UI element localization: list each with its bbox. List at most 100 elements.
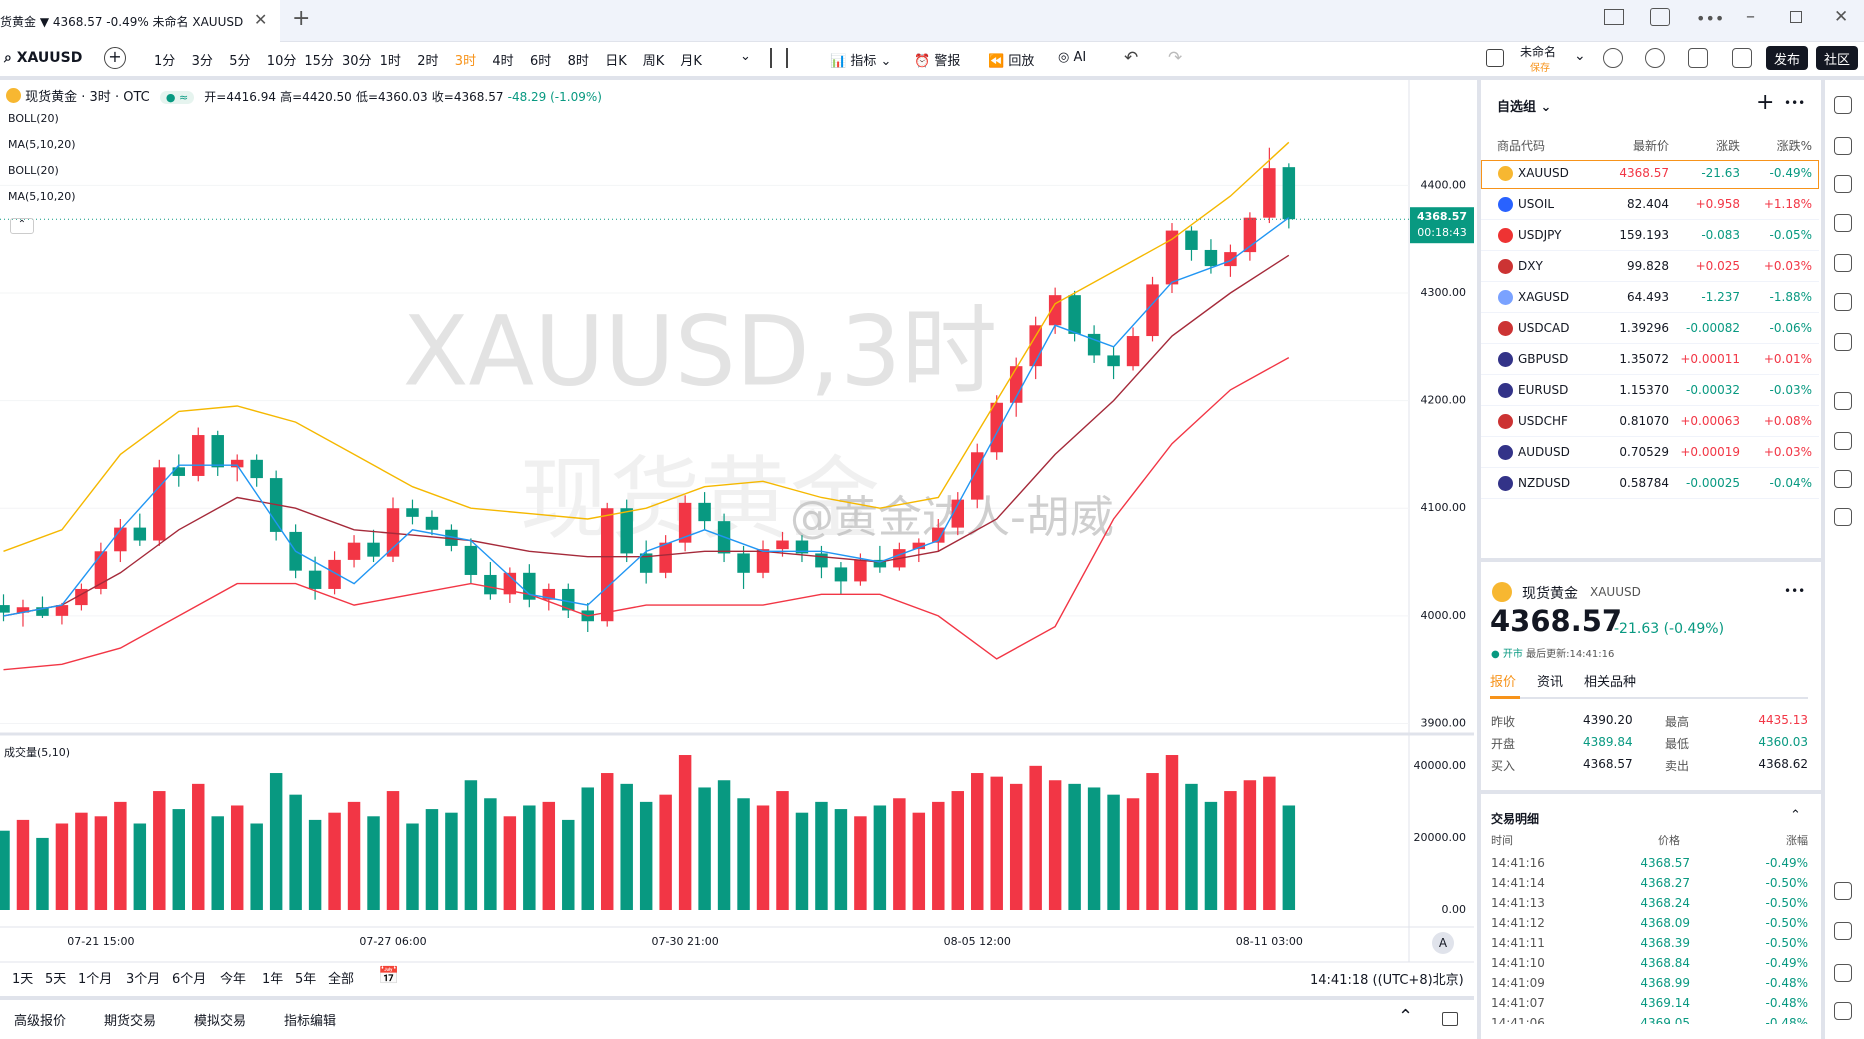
footer-tab[interactable]: 期货交易: [104, 1014, 157, 1029]
range[interactable]: 1年: [262, 972, 284, 987]
side-icon[interactable]: [1834, 470, 1852, 488]
range[interactable]: 1个月: [78, 972, 113, 987]
layout-menu[interactable]: ⌄: [1574, 48, 1586, 64]
range[interactable]: 1天: [12, 972, 34, 987]
chart-type[interactable]: [770, 48, 788, 68]
indicator[interactable]: BOLL(20): [8, 112, 59, 125]
add[interactable]: +: [1756, 90, 1775, 115]
icon[interactable]: [1645, 48, 1665, 68]
interval[interactable]: 1分: [154, 54, 176, 69]
footer-tab[interactable]: 高级报价: [14, 1014, 67, 1029]
layout-name[interactable]: 未命名: [1520, 45, 1557, 59]
side-icon[interactable]: [1834, 293, 1852, 311]
quote-tab[interactable]: 报价: [1490, 675, 1517, 690]
date-picker[interactable]: 📅: [378, 966, 400, 986]
row[interactable]: [1481, 470, 1819, 499]
more[interactable]: •••: [1696, 9, 1725, 28]
alerts-btn[interactable]: ⏰ 警报: [914, 54, 961, 69]
row[interactable]: [1481, 408, 1819, 437]
row[interactable]: [1481, 222, 1819, 251]
side-icon[interactable]: [1834, 432, 1852, 450]
side-icon[interactable]: [1834, 137, 1852, 155]
tab-close[interactable]: ✕: [254, 10, 268, 29]
row[interactable]: [1481, 377, 1819, 406]
row[interactable]: [1481, 191, 1819, 220]
undo[interactable]: ↶: [1124, 48, 1139, 68]
interval[interactable]: 3时: [454, 54, 477, 69]
interval[interactable]: 10分: [266, 54, 297, 69]
interval[interactable]: 5分: [229, 54, 251, 69]
side-icon[interactable]: [1834, 922, 1852, 940]
maximize[interactable]: [1790, 11, 1802, 23]
side-icon[interactable]: [1834, 1002, 1852, 1020]
side-icon[interactable]: [1834, 254, 1852, 272]
more[interactable]: •••: [1784, 584, 1806, 598]
interval[interactable]: 月K: [680, 54, 702, 69]
interval-menu[interactable]: ⌄: [740, 49, 751, 64]
quote-tab[interactable]: 相关品种: [1584, 675, 1637, 690]
row[interactable]: [1481, 315, 1819, 344]
indicator[interactable]: MA(5,10,20): [8, 138, 76, 151]
side-icon[interactable]: [1834, 333, 1852, 351]
side-icon[interactable]: [1834, 175, 1852, 193]
indicator[interactable]: BOLL(20): [8, 164, 59, 177]
side-icon[interactable]: [1834, 508, 1852, 526]
symbol-search[interactable]: ⌕ XAUUSD: [4, 50, 83, 66]
icon[interactable]: [1603, 48, 1623, 68]
watchlist-title[interactable]: 自选组 ⌄: [1497, 100, 1552, 115]
row[interactable]: [1481, 284, 1819, 313]
side-icon[interactable]: [1834, 214, 1852, 232]
icon[interactable]: [1688, 48, 1708, 68]
interval[interactable]: 1时: [379, 54, 401, 69]
footer-tab[interactable]: 指标编辑: [284, 1014, 337, 1029]
range[interactable]: 3个月: [126, 972, 161, 987]
interval[interactable]: 15分: [304, 54, 334, 69]
range[interactable]: 5天: [45, 972, 67, 987]
add-symbol[interactable]: +: [104, 47, 126, 69]
row[interactable]: [1481, 253, 1819, 282]
icon[interactable]: [1732, 48, 1752, 68]
interval[interactable]: 30分: [342, 54, 372, 69]
layout-icon[interactable]: [1486, 49, 1504, 67]
publish[interactable]: 发布: [1766, 46, 1809, 70]
range[interactable]: 5年: [295, 972, 317, 987]
collapse-footer[interactable]: ⌃: [1398, 1006, 1414, 1027]
side-icon[interactable]: [1834, 392, 1852, 410]
footer-tab[interactable]: 模拟交易: [194, 1014, 247, 1029]
side-icon[interactable]: [1834, 964, 1852, 982]
quote-tab[interactable]: 资讯: [1537, 675, 1564, 690]
interval[interactable]: 周K: [642, 54, 665, 69]
auto-scale[interactable]: A: [1432, 932, 1454, 954]
ai-btn[interactable]: ◎ AI: [1058, 50, 1087, 65]
save[interactable]: 保存: [1530, 63, 1550, 74]
indicators-btn[interactable]: 📊 指标 ⌄: [830, 54, 892, 69]
interval[interactable]: 6时: [530, 54, 552, 69]
row[interactable]: [1481, 439, 1819, 468]
more[interactable]: •••: [1784, 96, 1806, 110]
side-icon[interactable]: [1834, 882, 1852, 900]
interval[interactable]: 日K: [605, 54, 627, 69]
window-icon[interactable]: [1604, 9, 1624, 25]
redo[interactable]: ↷: [1168, 48, 1183, 68]
range[interactable]: 全部: [328, 972, 355, 987]
interval[interactable]: 3分: [191, 54, 213, 69]
range[interactable]: 6个月: [172, 972, 207, 987]
range[interactable]: 今年: [220, 972, 247, 987]
interval[interactable]: 4时: [492, 54, 514, 69]
community[interactable]: 社区: [1816, 46, 1859, 70]
close-window[interactable]: ✕: [1834, 7, 1849, 27]
window-icon[interactable]: [1650, 8, 1670, 26]
side-icon[interactable]: [1834, 96, 1852, 114]
selected-row[interactable]: [1481, 160, 1819, 189]
new-tab[interactable]: +: [292, 6, 311, 31]
collapse[interactable]: ⌃: [10, 218, 34, 234]
indicator[interactable]: MA(5,10,20): [8, 190, 76, 203]
minimize[interactable]: –: [1746, 6, 1755, 27]
collapse[interactable]: ⌃: [1790, 808, 1801, 823]
row[interactable]: [1481, 346, 1819, 375]
maximize-footer[interactable]: [1442, 1012, 1458, 1026]
replay-btn[interactable]: ⏪ 回放: [988, 54, 1035, 69]
interval[interactable]: 8时: [567, 54, 589, 69]
tab[interactable]: [0, 0, 280, 42]
interval[interactable]: 2时: [417, 54, 439, 69]
